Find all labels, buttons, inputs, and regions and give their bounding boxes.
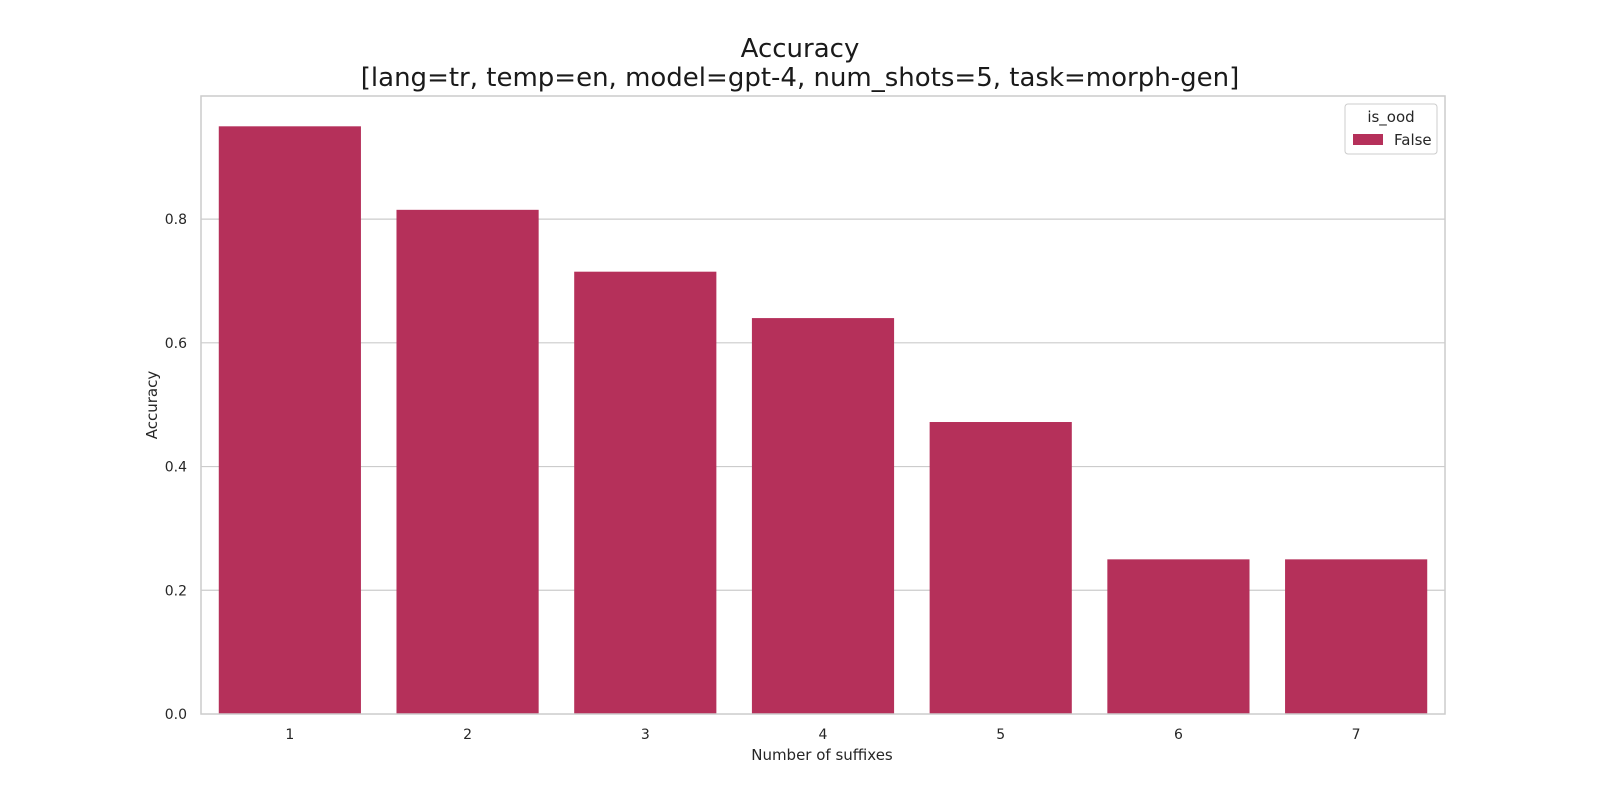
- x-tick-label: 5: [996, 727, 1005, 743]
- x-tick-label: 2: [463, 727, 472, 743]
- x-tick-label: 4: [819, 727, 828, 743]
- x-tick-labels: 1 2 3 4 5 6 7: [285, 727, 1360, 743]
- bar-4: [751, 318, 895, 714]
- y-tick-label: 0.4: [165, 460, 187, 476]
- legend: is_ood False: [1344, 103, 1438, 155]
- y-tick-label: 0.6: [165, 336, 187, 352]
- chart-title: Accuracy: [740, 34, 860, 64]
- y-tick-labels: 0.0 0.2 0.4 0.6 0.8: [165, 212, 187, 723]
- y-tick-label: 0.2: [165, 583, 187, 599]
- x-tick-label: 7: [1352, 727, 1361, 743]
- x-axis-label: Number of suffixes: [751, 746, 893, 764]
- legend-title: is_ood: [1367, 108, 1414, 127]
- y-axis-label: Accuracy: [143, 371, 161, 440]
- legend-swatch: [1353, 134, 1383, 145]
- bar-6: [1107, 559, 1250, 714]
- x-tick-label: 3: [641, 727, 650, 743]
- bar-1: [218, 126, 361, 714]
- bars: [218, 126, 1428, 715]
- chart-subtitle: [lang=tr, temp=en, model=gpt-4, num_shot…: [360, 63, 1240, 93]
- y-tick-label: 0.0: [165, 707, 187, 723]
- bar-2: [396, 209, 539, 715]
- x-tick-label: 6: [1174, 727, 1183, 743]
- legend-label: False: [1394, 131, 1432, 149]
- x-tick-label: 1: [285, 727, 294, 743]
- plot-frame: [200, 95, 1446, 715]
- y-tick-label: 0.8: [165, 212, 187, 228]
- bar-7: [1285, 559, 1428, 714]
- bar-3: [574, 271, 717, 714]
- bar-5: [929, 422, 1072, 714]
